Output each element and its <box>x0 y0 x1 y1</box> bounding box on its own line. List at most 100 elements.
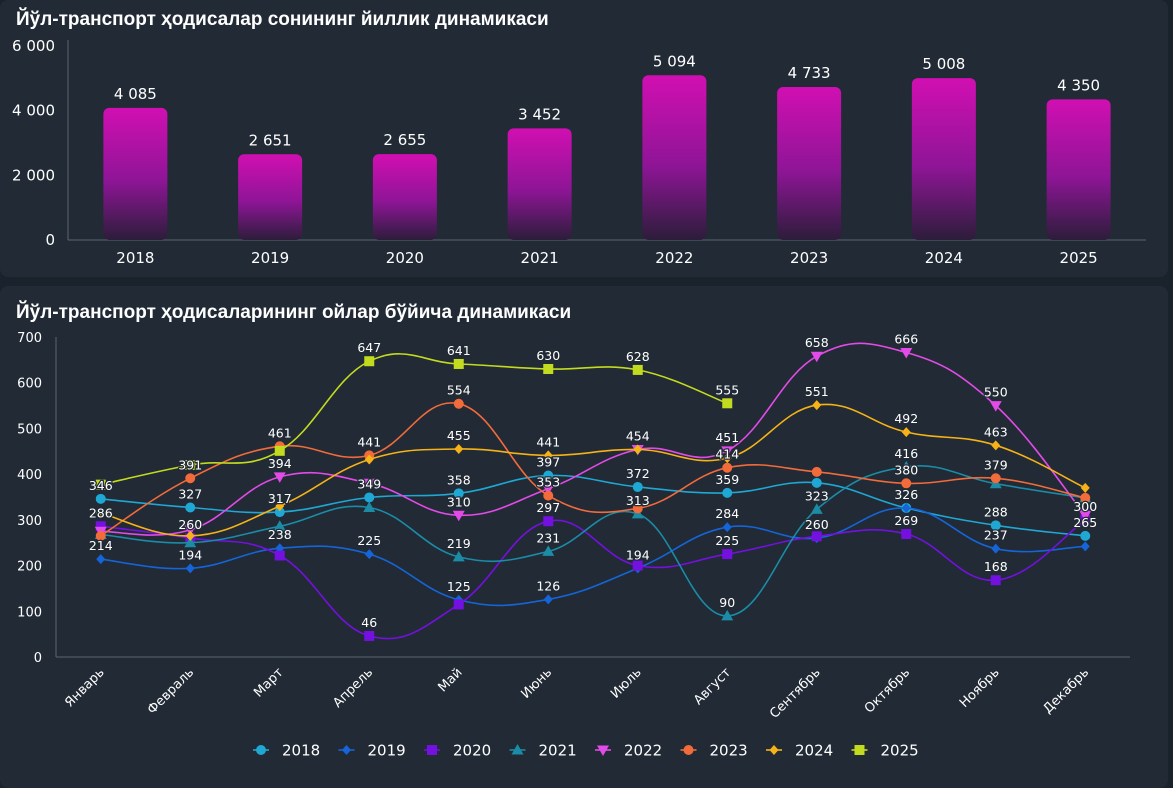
legend-label: 2021 <box>539 742 577 760</box>
point-2020 <box>453 599 464 610</box>
point-value-label: 225 <box>357 533 381 548</box>
line-y-tick-label: 700 <box>17 331 42 346</box>
point-2024 <box>722 453 732 464</box>
legend-label: 2022 <box>624 742 662 760</box>
point-value-label: 550 <box>984 385 1008 400</box>
series-2021 <box>94 460 1092 621</box>
series-line-2023 <box>100 402 1086 537</box>
point-value-label: 630 <box>536 348 560 363</box>
bar-value-label: 4 350 <box>1057 76 1100 94</box>
point-value-label: 90 <box>719 595 735 610</box>
point-value-label: 359 <box>715 472 739 487</box>
point-2023 <box>185 473 196 484</box>
series-2022 <box>94 342 1092 538</box>
point-value-label: 658 <box>805 335 829 350</box>
point-value-label: 265 <box>1073 515 1097 530</box>
point-2021 <box>900 460 913 472</box>
bar-value-label: 5 008 <box>922 55 965 73</box>
series-line-2024 <box>100 403 1086 537</box>
series-line-2020 <box>100 519 1086 640</box>
point-value-label: 284 <box>715 506 739 521</box>
point-2025 <box>364 356 375 367</box>
bar-2022 <box>642 75 707 240</box>
line-x-tick-label: Октябрь <box>862 665 913 716</box>
legend-label: 2018 <box>282 742 320 760</box>
legend-label: 2024 <box>795 742 833 760</box>
point-2019 <box>901 502 911 513</box>
point-value-label: 238 <box>268 527 292 542</box>
point-value-label: 416 <box>894 446 918 461</box>
point-2024 <box>1080 482 1090 493</box>
legend-label: 2025 <box>881 742 919 760</box>
point-2019 <box>96 554 106 565</box>
point-value-label: 380 <box>894 462 918 477</box>
point-2018 <box>722 487 733 498</box>
point-value-label: 260 <box>805 517 829 532</box>
point-2018 <box>811 477 822 488</box>
point-2020 <box>901 529 912 540</box>
point-2020 <box>811 531 822 542</box>
point-2018 <box>185 502 196 513</box>
point-2024 <box>454 444 464 454</box>
bar-x-tick-label: 2023 <box>790 249 828 267</box>
point-2024 <box>96 508 106 518</box>
point-2021 <box>721 609 734 621</box>
point-2023 <box>453 398 464 409</box>
point-value-label: 463 <box>984 424 1008 439</box>
point-2018 <box>453 488 464 499</box>
point-2021 <box>542 545 555 556</box>
line-y-tick-label: 200 <box>17 560 42 575</box>
point-2018 <box>364 492 375 503</box>
point-value-label: 126 <box>536 578 560 593</box>
bar-value-label: 3 452 <box>518 105 561 123</box>
line-y-tick-label: 0 <box>34 651 42 666</box>
legend-marker <box>342 745 351 755</box>
point-value-label: 451 <box>715 430 739 445</box>
point-value-label: 168 <box>984 559 1008 574</box>
point-value-label: 455 <box>447 428 471 443</box>
point-2022 <box>810 351 823 363</box>
legend-item-2021: 2021 <box>509 742 577 760</box>
line-x-tick-label: Февраль <box>145 665 197 717</box>
series-line-2022 <box>100 342 1086 536</box>
bar-y-tick-label: 2 000 <box>12 166 55 184</box>
point-value-label: 219 <box>447 536 471 551</box>
point-2021 <box>452 550 465 562</box>
point-2020 <box>274 550 285 561</box>
point-2020 <box>95 521 106 532</box>
point-2019 <box>1080 541 1090 552</box>
point-value-label: 647 <box>357 340 381 355</box>
point-value-label: 346 <box>89 478 113 493</box>
point-value-label: 555 <box>715 382 739 397</box>
series-line-2019 <box>100 507 1086 607</box>
legend-label: 2023 <box>710 742 748 760</box>
point-2023 <box>543 490 554 501</box>
point-value-label: 358 <box>447 472 471 487</box>
monthly-chart-title: Йўл-транспорт ҳодисаларининг ойлар бўйич… <box>16 302 572 323</box>
point-value-label: 237 <box>984 528 1008 543</box>
legend-item-2018: 2018 <box>253 742 320 760</box>
point-2022 <box>542 484 555 495</box>
bar-x-tick-label: 2022 <box>655 249 693 267</box>
point-2025 <box>722 398 733 409</box>
bar-x-tick-label: 2020 <box>386 249 424 267</box>
point-2023 <box>990 473 1001 484</box>
point-2024 <box>812 400 822 411</box>
line-x-tick-label: Март <box>251 665 287 701</box>
point-2020 <box>722 549 733 560</box>
bar-2021 <box>507 128 572 240</box>
point-value-label: 326 <box>894 487 918 502</box>
point-value-label: 454 <box>626 428 650 443</box>
point-value-label: 492 <box>894 411 918 426</box>
legend-item-2019: 2019 <box>338 742 406 760</box>
point-2018 <box>1080 530 1091 541</box>
bar-y-tick-label: 4 000 <box>12 102 55 120</box>
bar-2024 <box>911 78 976 240</box>
point-2018 <box>990 520 1001 531</box>
line-x-tick-label: Июнь <box>518 665 555 702</box>
point-2022 <box>184 525 197 536</box>
point-2022 <box>273 472 286 483</box>
line-x-tick-label: Сентябрь <box>767 665 824 722</box>
point-value-label: 551 <box>805 384 829 399</box>
point-value-label: 327 <box>178 487 202 502</box>
